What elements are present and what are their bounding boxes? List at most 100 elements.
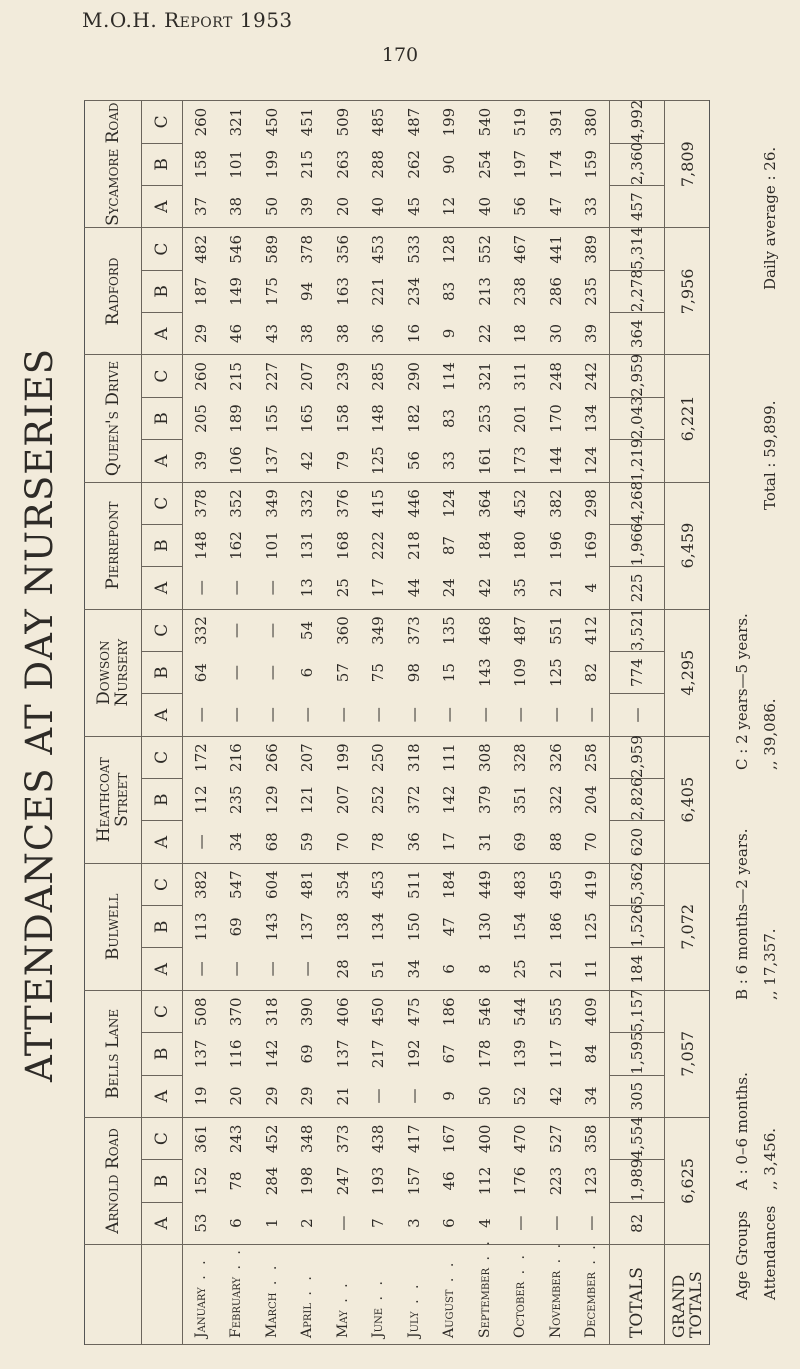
month-label: October . .	[502, 1244, 538, 1345]
totals-row: TOTALS 82 1,989 4,554 305 1,595 5,157 184 1,526 5…	[609, 100, 665, 1345]
attendance-cell: 38	[289, 312, 325, 355]
attendance-cell: 84	[582, 1044, 601, 1064]
attendance-cell: 196	[546, 531, 565, 560]
attendance-cell: 180	[511, 531, 530, 560]
attendance-cell: 9	[431, 312, 467, 355]
attendance-cell: 184	[475, 531, 494, 560]
attendance-cell: 40	[467, 185, 503, 228]
attendance-cell: 253	[475, 404, 494, 433]
attendance-cell: 182	[404, 404, 423, 433]
attendance-cell: 370	[218, 990, 254, 1033]
attendance-cell: 56	[502, 185, 538, 228]
attendance-cell: 19	[182, 1075, 219, 1118]
attendance-cell: 485	[360, 100, 396, 144]
attendance-cell: 29	[182, 312, 219, 355]
attendance-cell: 137	[191, 1039, 210, 1069]
month-name: September	[476, 1267, 493, 1338]
attendance-cell: 509	[325, 100, 361, 144]
total-cell: 5,362	[609, 862, 665, 906]
table-title: ATTENDANCES AT DAY NURSERIES	[18, 347, 61, 1082]
attendance-cell: 159	[582, 150, 601, 179]
month-label: August . .	[431, 1244, 467, 1345]
month-row: April . . 2 198 348 29 69 390—137 481 59 121 207—6…	[289, 100, 325, 1345]
attendance-cell: 6	[298, 667, 317, 678]
age-group-label: B	[141, 143, 183, 186]
attendance-cell: 360	[325, 609, 361, 652]
attendance-cell: 11	[573, 947, 610, 991]
age-groups-label: Age Groups	[733, 1210, 751, 1300]
attendance-cell: 378	[289, 227, 325, 271]
attendance-cell: —	[218, 693, 254, 737]
attendance-cell: 18	[502, 312, 538, 355]
attendance-cell: 192	[404, 1039, 423, 1069]
attendance-cell: 53	[182, 1202, 219, 1245]
leader-dots: . .	[405, 1281, 422, 1312]
attendance-cell: 508	[182, 990, 219, 1033]
attendance-cell: 150	[404, 912, 423, 942]
attendance-cell: —	[467, 693, 503, 737]
attendance-cell: 382	[538, 482, 574, 525]
leader-dots: . .	[370, 1278, 387, 1308]
attendance-cell: —	[182, 566, 219, 610]
attendance-cell: 124	[573, 439, 610, 483]
attendance-cell: 328	[502, 736, 538, 779]
attendance-cell: 125	[546, 658, 565, 687]
attendance-cell: —	[182, 820, 219, 864]
leader-dots: . .	[583, 1242, 600, 1273]
attendance-cell: 157	[404, 1166, 423, 1196]
attendance-cell: 21	[538, 947, 574, 991]
attendance-cell: 83	[440, 408, 459, 429]
attendance-cell: 348	[289, 1117, 325, 1160]
attendance-cell: 124	[431, 482, 467, 525]
attendance-cell: 540	[467, 100, 503, 144]
attendance-cell: 117	[546, 1039, 565, 1069]
attendance-cell: 452	[254, 1117, 290, 1160]
attendance-cell: 358	[573, 1117, 610, 1160]
attendance-cell: —	[218, 947, 254, 991]
age-group-label: B	[141, 524, 183, 567]
attendance-cell: 409	[573, 990, 610, 1033]
attendance-cell: 364	[467, 482, 503, 525]
month-name: October	[512, 1281, 529, 1338]
attendance-cell: 412	[573, 609, 610, 652]
attendance-cell: 6	[431, 947, 467, 991]
attendance-cell: 98	[404, 663, 423, 683]
attendance-cell: 238	[511, 277, 530, 306]
attendance-cell: 30	[538, 312, 574, 355]
attendance-cell: 38	[325, 312, 361, 355]
attendance-cell: 42	[467, 566, 503, 610]
attendance-cell: 109	[511, 658, 530, 687]
attendance-cell: 263	[333, 150, 352, 179]
nursery-name: Bells Lane	[84, 990, 142, 1118]
attendance-cell: 33	[431, 439, 467, 483]
grand-total-cell: 6,459	[664, 482, 710, 610]
month-row: September . . 4 112 400 50 178 546 8 130 449 31 379…	[467, 100, 503, 1345]
attendance-cell: 247	[333, 1166, 352, 1196]
attendance-cell: 167	[431, 1117, 467, 1160]
month-row: July . . 3 157 417—192 475 34 150 511 36 372 318—9…	[396, 100, 432, 1345]
age-group-label: B	[141, 270, 183, 313]
attendance-cell: 187	[191, 277, 210, 306]
leader-dots: . .	[441, 1259, 458, 1290]
attendance-cell: 223	[546, 1166, 565, 1196]
age-group-label: B	[141, 651, 183, 694]
attendance-cell: 75	[369, 663, 388, 683]
attendances-label: Attendances	[761, 1205, 779, 1300]
attendance-cell: 47	[538, 185, 574, 228]
attendance-cell: —	[218, 566, 254, 610]
attendance-cell: 165	[298, 404, 317, 433]
attendance-cell: 468	[467, 609, 503, 652]
age-group-label: A	[141, 185, 183, 228]
attendance-cell: —	[289, 693, 325, 737]
month-label: June . .	[360, 1244, 396, 1345]
month-name: January	[192, 1287, 209, 1338]
attendance-cell: 21	[325, 1075, 361, 1118]
attendance-cell: 42	[538, 1075, 574, 1118]
attendance-cell: 8	[467, 947, 503, 991]
grand-total-cell: 7,072	[664, 863, 710, 991]
attendance-cell: 21	[538, 566, 574, 610]
attendance-cell: —	[538, 693, 574, 737]
attendance-cell: 286	[546, 277, 565, 306]
total-cell: 5,157	[609, 989, 665, 1033]
age-group-label: A	[141, 566, 183, 610]
